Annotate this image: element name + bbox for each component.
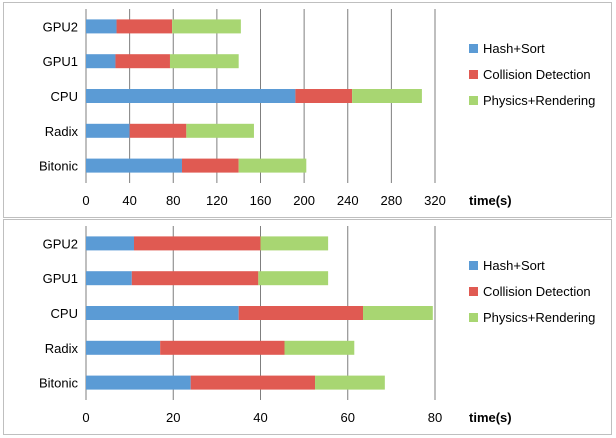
bar-physics-rendering-gpu2	[260, 236, 329, 251]
bar-hash-sort-radix	[86, 340, 161, 355]
bar-collision-detection-gpu2	[133, 236, 261, 251]
legend-swatch	[469, 96, 478, 105]
x-tick-label: 40	[122, 193, 136, 208]
legend-label: Collision Detection	[483, 67, 591, 82]
legend-label: Hash+Sort	[483, 258, 545, 273]
bar-hash-sort-gpu2	[86, 19, 117, 34]
legend-label: Hash+Sort	[483, 41, 545, 56]
bar-hash-sort-gpu2	[86, 236, 134, 251]
x-tick-label: 0	[82, 193, 89, 208]
x-tick-label: 160	[250, 193, 272, 208]
bar-physics-rendering-gpu1	[258, 271, 329, 286]
category-label: Bitonic	[39, 376, 79, 391]
bar-collision-detection-bitonic	[190, 375, 316, 390]
category-label: Radix	[45, 124, 79, 139]
bar-collision-detection-cpu	[295, 89, 353, 103]
category-label: CPU	[51, 306, 78, 321]
legend-label: Physics+Rendering	[483, 310, 595, 325]
x-tick-label: 120	[206, 193, 228, 208]
x-tick-label: 280	[381, 193, 403, 208]
bar-hash-sort-bitonic	[86, 158, 182, 173]
chart-panel-top: 0 40 80 120 160 200 240 280 320 time(s) GPU2 GPU1 CP…	[3, 2, 612, 218]
bar-hash-sort-gpu1	[86, 54, 116, 69]
category-label: GPU2	[43, 19, 78, 34]
bar-physics-rendering-bitonic	[238, 158, 307, 173]
x-axis-label: time(s)	[469, 410, 512, 425]
bar-collision-detection-bitonic	[181, 158, 239, 173]
bar-collision-detection-cpu	[238, 306, 364, 320]
category-label: GPU1	[43, 271, 78, 286]
bar-physics-rendering-radix	[284, 340, 355, 355]
x-tick-label: 320	[424, 193, 446, 208]
legend-swatch	[469, 44, 478, 53]
x-tick-label: 80	[428, 410, 442, 425]
category-label: Radix	[45, 341, 79, 356]
bar-collision-detection-gpu2	[116, 19, 173, 34]
chart-svg-top: 0 40 80 120 160 200 240 280 320 time(s) GPU2 GPU1 CP…	[39, 9, 595, 208]
legend-label: Physics+Rendering	[483, 93, 595, 108]
chart-svg-bottom: 0 20 40 60 80 time(s) GPU2 GPU1 CPU Radix Bitonic H…	[39, 226, 595, 425]
chart-panel-bottom: 0 20 40 60 80 time(s) GPU2 GPU1 CPU Radix Bitonic H…	[3, 219, 612, 435]
bar-hash-sort-gpu1	[86, 271, 132, 286]
bar-physics-rendering-gpu1	[169, 54, 239, 69]
category-label: CPU	[51, 89, 78, 104]
bar-physics-rendering-radix	[186, 123, 254, 138]
x-tick-label: 0	[82, 410, 89, 425]
bar-hash-sort-cpu	[86, 306, 239, 320]
bar-hash-sort-radix	[86, 123, 130, 138]
bar-physics-rendering-cpu	[363, 306, 433, 320]
bar-physics-rendering-bitonic	[315, 375, 385, 390]
x-axis-label: time(s)	[469, 193, 512, 208]
legend-label: Collision Detection	[483, 284, 591, 299]
bar-collision-detection-gpu1	[131, 271, 259, 286]
bar-physics-rendering-cpu	[352, 89, 422, 103]
legend-swatch	[469, 261, 478, 270]
x-tick-label: 240	[337, 193, 359, 208]
x-tick-label: 60	[341, 410, 355, 425]
category-label: GPU1	[43, 54, 78, 69]
bar-collision-detection-gpu1	[115, 54, 170, 69]
x-tick-label: 80	[166, 193, 180, 208]
x-tick-label: 40	[253, 410, 267, 425]
category-label: GPU2	[43, 236, 78, 251]
x-tick-label: 200	[293, 193, 315, 208]
category-label: Bitonic	[39, 159, 79, 174]
legend-swatch	[469, 313, 478, 322]
legend-swatch	[469, 70, 478, 79]
bar-physics-rendering-gpu2	[172, 19, 241, 34]
bar-hash-sort-cpu	[86, 89, 296, 103]
legend-swatch	[469, 287, 478, 296]
x-tick-label: 20	[166, 410, 180, 425]
bar-hash-sort-bitonic	[86, 375, 191, 390]
bar-collision-detection-radix	[160, 340, 285, 355]
bar-collision-detection-radix	[129, 123, 187, 138]
